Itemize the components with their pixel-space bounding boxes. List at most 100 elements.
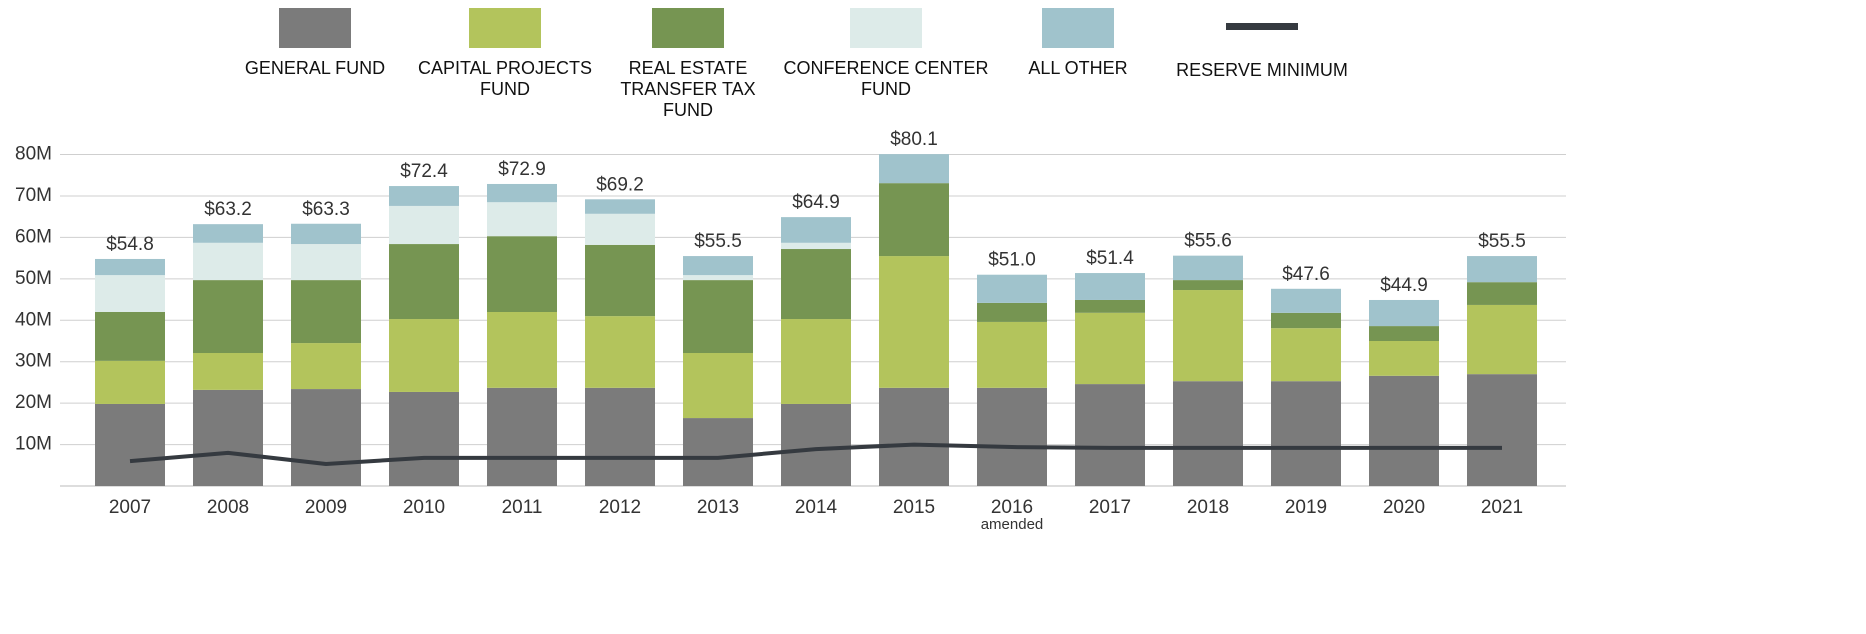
legend-swatch bbox=[1042, 8, 1114, 48]
bar-segment bbox=[1075, 312, 1145, 385]
value-label: $72.9 bbox=[498, 159, 546, 180]
y-tick-label: 10M bbox=[15, 434, 52, 455]
bar-segment bbox=[389, 244, 459, 320]
legend-label: CAPITAL PROJECTS FUND bbox=[417, 58, 593, 99]
x-tick-label: 2019 bbox=[1285, 497, 1327, 518]
bar-segment bbox=[683, 280, 753, 354]
bar-segment bbox=[193, 353, 263, 390]
y-tick-label: 20M bbox=[15, 392, 52, 413]
bar-segment bbox=[1271, 312, 1341, 329]
legend-label: CONFERENCE CENTER FUND bbox=[783, 58, 989, 99]
bar-segment bbox=[291, 223, 361, 245]
legend-item: ALL OTHER bbox=[973, 8, 1183, 79]
bar-segment bbox=[487, 387, 557, 486]
bar-segment bbox=[977, 321, 1047, 388]
x-tick-label: 2008 bbox=[207, 497, 249, 518]
bar-segment bbox=[95, 275, 165, 312]
value-label: $64.9 bbox=[792, 192, 840, 213]
y-tick-label: 30M bbox=[15, 351, 52, 372]
legend-label: GENERAL FUND bbox=[244, 58, 386, 78]
legend-swatch bbox=[1226, 23, 1298, 30]
value-label: $44.9 bbox=[1380, 275, 1428, 296]
bar-segment bbox=[781, 319, 851, 404]
bar-segment bbox=[1467, 282, 1537, 305]
bar-segment bbox=[585, 244, 655, 317]
x-tick-label: 2010 bbox=[403, 497, 445, 518]
value-label: $47.6 bbox=[1282, 264, 1330, 285]
bar-segment bbox=[389, 186, 459, 206]
bar-segment bbox=[879, 256, 949, 388]
x-tick-label: 2021 bbox=[1481, 497, 1523, 518]
bar-segment bbox=[585, 316, 655, 388]
bar-segment bbox=[193, 389, 263, 486]
bar-segment bbox=[487, 183, 557, 203]
bar-segment bbox=[487, 202, 557, 237]
y-tick-label: 60M bbox=[15, 226, 52, 247]
y-tick-label: 40M bbox=[15, 309, 52, 330]
bar-segment bbox=[879, 154, 949, 184]
bar-segment bbox=[683, 275, 753, 281]
bar-segment bbox=[95, 360, 165, 404]
x-tick-note: amended bbox=[981, 516, 1044, 533]
x-tick-label: 2011 bbox=[502, 497, 543, 518]
bar-segment bbox=[193, 224, 263, 243]
bar-segment bbox=[683, 256, 753, 276]
bar-segment bbox=[95, 258, 165, 276]
bar-segment bbox=[1173, 381, 1243, 486]
bar-segment bbox=[781, 217, 851, 243]
value-label: $51.4 bbox=[1086, 248, 1134, 269]
legend-item: RESERVE MINIMUM bbox=[1157, 8, 1367, 81]
bar-segment bbox=[683, 418, 753, 486]
y-tick-label: 50M bbox=[15, 268, 52, 289]
legend-swatch bbox=[279, 8, 351, 48]
value-label: $63.3 bbox=[302, 199, 350, 220]
bar-segment bbox=[389, 205, 459, 245]
bar-segment bbox=[683, 353, 753, 419]
x-tick-label: 2007 bbox=[109, 497, 151, 518]
legend-label: ALL OTHER bbox=[1028, 58, 1128, 78]
bar-segment bbox=[1173, 280, 1243, 291]
bar-segment bbox=[1173, 290, 1243, 382]
bar-segment bbox=[1467, 374, 1537, 486]
x-tick-label: 2014 bbox=[795, 497, 838, 518]
bar-segment bbox=[389, 391, 459, 486]
value-label: $69.2 bbox=[596, 174, 644, 195]
x-tick-label: 2012 bbox=[599, 497, 641, 518]
value-label: $63.2 bbox=[204, 199, 252, 220]
bar-segment bbox=[781, 242, 851, 250]
bar-segment bbox=[291, 389, 361, 486]
bar-segment bbox=[977, 387, 1047, 486]
bar-segment bbox=[1369, 299, 1439, 327]
x-tick-label: 2009 bbox=[305, 497, 347, 518]
bar-segment bbox=[977, 274, 1047, 303]
value-label: $54.8 bbox=[106, 234, 154, 255]
value-label: $72.4 bbox=[400, 161, 448, 182]
x-tick-label: 2016 bbox=[991, 497, 1033, 518]
value-label: $80.1 bbox=[890, 129, 938, 150]
bar-segment bbox=[291, 244, 361, 281]
bar-segment bbox=[95, 403, 165, 486]
value-label: $51.0 bbox=[988, 250, 1036, 271]
x-tick-label: 2013 bbox=[697, 497, 739, 518]
bar-segment bbox=[585, 213, 655, 245]
line bbox=[129, 442, 1502, 467]
bar-segment bbox=[585, 387, 655, 486]
x-tick-label: 2018 bbox=[1187, 497, 1229, 518]
bar-segment bbox=[1271, 328, 1341, 382]
legend-label: REAL ESTATE TRANSFER TAX FUND bbox=[620, 58, 756, 120]
value-label: $55.6 bbox=[1184, 231, 1232, 252]
x-tick-label: 2017 bbox=[1089, 497, 1131, 518]
bar-segment bbox=[291, 343, 361, 390]
bar-segment bbox=[95, 311, 165, 361]
bar-segment bbox=[781, 403, 851, 486]
legend-item: GENERAL FUND bbox=[210, 8, 420, 79]
bar-segment bbox=[193, 280, 263, 354]
legend-swatch bbox=[850, 8, 922, 48]
bar-segment bbox=[1369, 326, 1439, 341]
bar-segment bbox=[1173, 255, 1243, 281]
bar-segment bbox=[1369, 375, 1439, 486]
bar-segment bbox=[879, 387, 949, 486]
bar-segment bbox=[977, 302, 1047, 322]
x-tick-label: 2020 bbox=[1383, 497, 1425, 518]
